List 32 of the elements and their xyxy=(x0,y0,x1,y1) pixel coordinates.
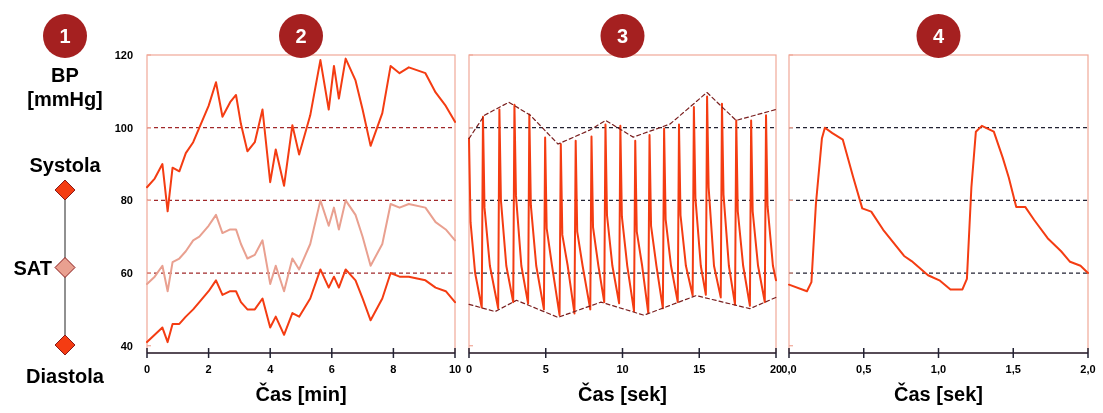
x-axis-title: Čas [sek] xyxy=(578,382,667,405)
x-tick-label: 1,5 xyxy=(1005,363,1021,375)
text: Diastola xyxy=(26,365,105,387)
x-tick-label: 0,5 xyxy=(856,363,872,375)
x-tick-label: 0,0 xyxy=(781,363,797,375)
x-tick-label: 2 xyxy=(205,363,212,375)
x-tick-label: 8 xyxy=(390,363,397,375)
legend-label: SAT xyxy=(13,256,52,279)
y-tick-label: 120 xyxy=(114,49,133,61)
x-tick-label: 15 xyxy=(693,363,706,375)
y-tick-label: 60 xyxy=(120,267,133,280)
chart-title: 4 xyxy=(932,25,945,47)
chart-title: 2 xyxy=(295,25,307,47)
y-tick-label: 80 xyxy=(120,194,133,207)
x-tick-label: 20 xyxy=(769,363,783,375)
x-tick-label: 10 xyxy=(448,363,462,375)
x-tick-label: 5 xyxy=(542,363,549,375)
x-tick-label: 4 xyxy=(267,363,275,375)
x-tick-label: 0 xyxy=(143,363,151,375)
y-tick-label: 40 xyxy=(120,339,133,352)
y-tick-label: 100 xyxy=(114,121,133,134)
x-tick-label: 2,0 xyxy=(1080,363,1096,375)
x-axis-title: Čas [sek] xyxy=(894,382,983,405)
y-axis-title: BP [mmHg] xyxy=(27,64,103,110)
x-axis-title: Čas [min] xyxy=(255,382,347,405)
x-tick-label: 6 xyxy=(328,363,335,375)
x-tick-label: 0 xyxy=(465,363,473,375)
x-tick-label: 1,0 xyxy=(930,363,947,375)
text: 1 xyxy=(59,25,71,47)
text: Systola xyxy=(29,154,102,176)
x-tick-label: 10 xyxy=(616,363,629,375)
chart-title: 3 xyxy=(616,25,629,47)
